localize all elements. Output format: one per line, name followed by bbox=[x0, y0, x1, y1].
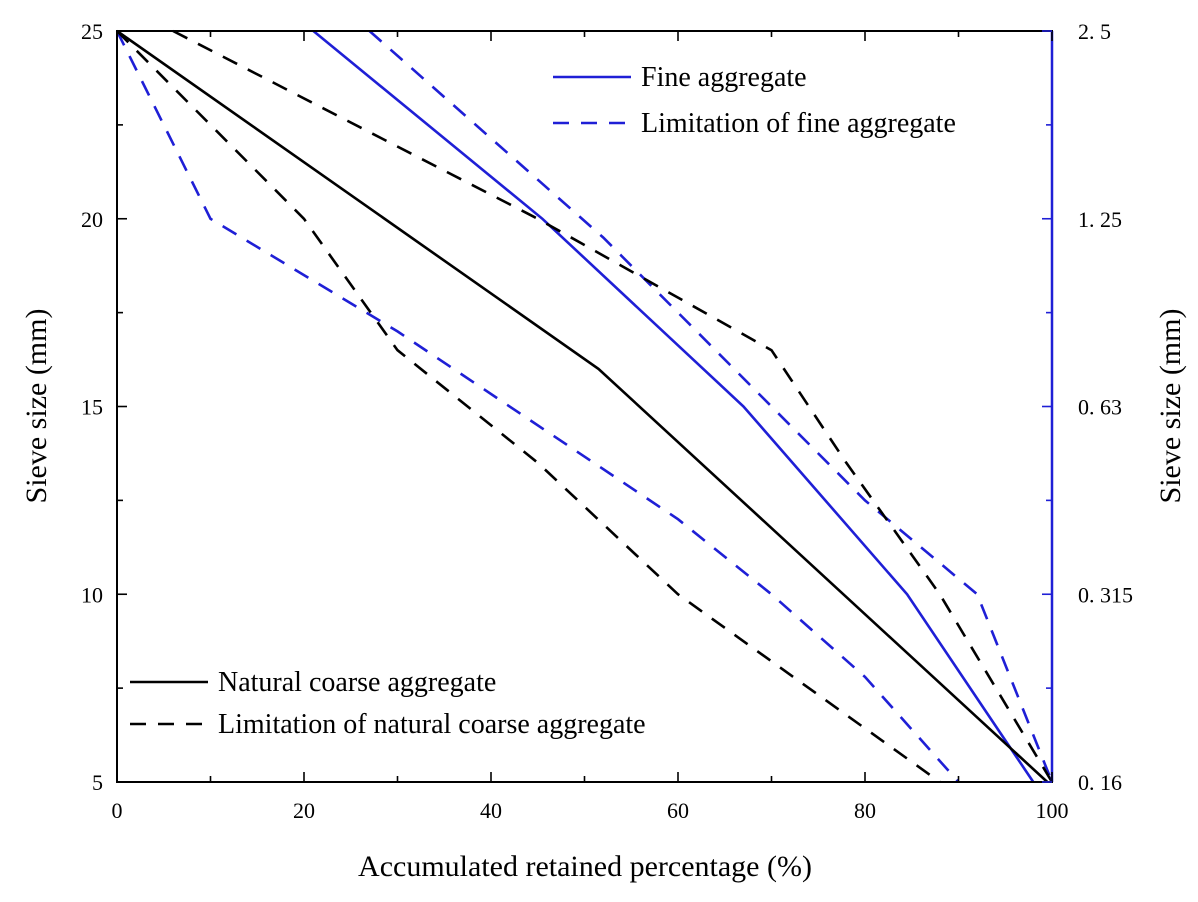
legend-label-3: Limitation of natural coarse aggregate bbox=[218, 709, 646, 740]
legend-label-1: Limitation of fine aggregate bbox=[641, 108, 956, 139]
y-tick-label-left: 25 bbox=[81, 19, 103, 44]
y-tick-label-right: 2. 5 bbox=[1078, 19, 1111, 44]
series-line-2 bbox=[115, 30, 960, 783]
y-tick-label-right: 1. 25 bbox=[1078, 207, 1122, 232]
y-tick-label-left: 10 bbox=[81, 582, 103, 607]
axes: 0 20 40 60 80 100 5 10 15 20 25 0. 16 0. 315 0. 63 1. … bbox=[81, 19, 1133, 823]
x-axis-title: Accumulated retained percentage (%) bbox=[358, 850, 812, 883]
y-axis-title-right: Sieve size (mm) bbox=[1154, 309, 1187, 504]
y-tick-label-left: 20 bbox=[81, 207, 103, 232]
y-tick-label-left: 5 bbox=[92, 770, 103, 795]
series-line-0 bbox=[312, 29, 1035, 783]
x-tick-label: 80 bbox=[854, 798, 876, 823]
x-tick-label: 0 bbox=[112, 798, 123, 823]
legend: Fine aggregate Limitation of fine aggrega… bbox=[130, 62, 956, 740]
legend-label-0: Fine aggregate bbox=[641, 62, 807, 93]
series-line-1 bbox=[368, 30, 1054, 783]
series-line-4 bbox=[172, 29, 1054, 783]
y-axis-title-left: Sieve size (mm) bbox=[20, 309, 53, 504]
x-tick-label: 20 bbox=[293, 798, 315, 823]
x-tick-label: 60 bbox=[667, 798, 689, 823]
y-tick-label-right: 0. 63 bbox=[1078, 395, 1122, 420]
x-tick-label: 100 bbox=[1036, 798, 1069, 823]
x-tick-label: 40 bbox=[480, 798, 502, 823]
series-line-3 bbox=[116, 29, 1049, 783]
y-tick-label-right: 0. 16 bbox=[1078, 770, 1122, 795]
legend-label-2: Natural coarse aggregate bbox=[218, 667, 496, 698]
plot-lines bbox=[115, 29, 1054, 784]
y-tick-label-right: 0. 315 bbox=[1078, 582, 1133, 607]
y-tick-label-left: 15 bbox=[81, 395, 103, 420]
series-line-5 bbox=[116, 30, 941, 784]
